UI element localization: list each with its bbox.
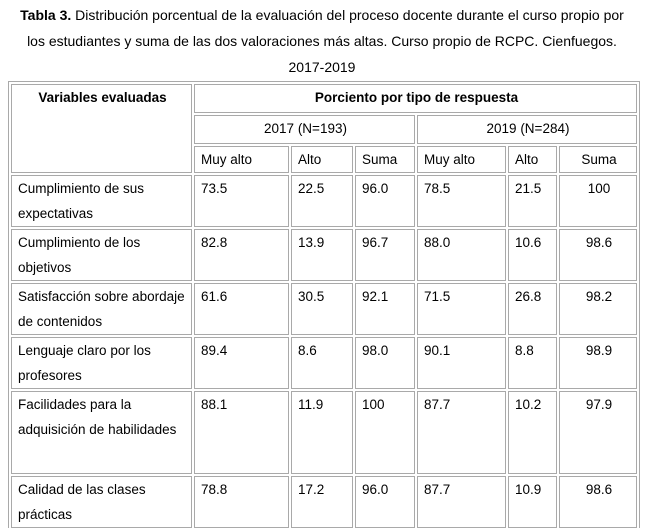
response-header-cell: Muy alto: [194, 146, 289, 173]
value-cell: 87.7: [417, 476, 506, 528]
value-cell: 78.5: [417, 175, 506, 227]
value-cell: 97.9: [559, 391, 637, 474]
response-header-cell: Alto: [508, 146, 557, 173]
value-cell: 13.9: [291, 229, 353, 281]
value-cell: 26.8: [508, 283, 557, 335]
value-cell: 88.0: [417, 229, 506, 281]
value-cell: 17.2: [291, 476, 353, 528]
variable-cell: Cumplimiento de sus expectativas: [11, 175, 192, 227]
table-row: Cumplimiento de sus expectativas 73.5 22…: [11, 175, 637, 227]
evaluation-table: Variables evaluadas Porciento por tipo d…: [8, 81, 640, 528]
response-header-cell: Alto: [291, 146, 353, 173]
table-row: Lenguaje claro por los profesores 89.4 8…: [11, 337, 637, 389]
value-cell: 22.5: [291, 175, 353, 227]
table-row: Satisfacción sobre abordaje de contenido…: [11, 283, 637, 335]
table-row: Calidad de las clases prácticas 78.8 17.…: [11, 476, 637, 528]
variable-cell: Lenguaje claro por los profesores: [11, 337, 192, 389]
value-cell: 92.1: [355, 283, 415, 335]
value-cell: 8.8: [508, 337, 557, 389]
response-header-cell: Muy alto: [417, 146, 506, 173]
corner-header-cell: Variables evaluadas: [11, 84, 192, 173]
response-header-cell: Suma: [355, 146, 415, 173]
value-cell: 10.9: [508, 476, 557, 528]
response-header-cell: Suma: [559, 146, 637, 173]
table-row: Facilidades para la adquisición de habil…: [11, 391, 637, 474]
value-cell: 30.5: [291, 283, 353, 335]
header-row-years: 2017 (N=193) 2019 (N=284): [11, 115, 637, 144]
caption-text: Distribución porcentual de la evaluación…: [27, 7, 624, 75]
value-cell: 61.6: [194, 283, 289, 335]
value-cell: 8.6: [291, 337, 353, 389]
value-cell: 96.0: [355, 476, 415, 528]
variable-cell: Calidad de las clases prácticas: [11, 476, 192, 528]
caption-label: Tabla 3.: [20, 7, 72, 23]
year-header-cell-2019: 2019 (N=284): [417, 115, 637, 144]
value-cell: 96.7: [355, 229, 415, 281]
value-cell: 11.9: [291, 391, 353, 474]
value-cell: 98.2: [559, 283, 637, 335]
value-cell: 96.0: [355, 175, 415, 227]
value-cell: 71.5: [417, 283, 506, 335]
group-header-cell: Porciento por tipo de respuesta: [194, 84, 637, 113]
value-cell: 98.6: [559, 476, 637, 528]
value-cell: 100: [355, 391, 415, 474]
year-header-cell-2017: 2017 (N=193): [194, 115, 415, 144]
value-cell: 89.4: [194, 337, 289, 389]
value-cell: 98.0: [355, 337, 415, 389]
value-cell: 100: [559, 175, 637, 227]
header-row-responses: Muy alto Alto Suma Muy alto Alto Suma: [11, 146, 637, 173]
variable-cell: Satisfacción sobre abordaje de contenido…: [11, 283, 192, 335]
value-cell: 87.7: [417, 391, 506, 474]
value-cell: 82.8: [194, 229, 289, 281]
table-row: Cumplimiento de los objetivos 82.8 13.9 …: [11, 229, 637, 281]
variable-cell: Facilidades para la adquisición de habil…: [11, 391, 192, 474]
value-cell: 21.5: [508, 175, 557, 227]
value-cell: 88.1: [194, 391, 289, 474]
header-row-group: Variables evaluadas Porciento por tipo d…: [11, 84, 637, 173]
value-cell: 98.6: [559, 229, 637, 281]
value-cell: 90.1: [417, 337, 506, 389]
value-cell: 10.2: [508, 391, 557, 474]
value-cell: 10.6: [508, 229, 557, 281]
value-cell: 78.8: [194, 476, 289, 528]
table-caption: Tabla 3. Distribución porcentual de la e…: [14, 2, 630, 80]
variable-cell: Cumplimiento de los objetivos: [11, 229, 192, 281]
value-cell: 73.5: [194, 175, 289, 227]
value-cell: 98.9: [559, 337, 637, 389]
